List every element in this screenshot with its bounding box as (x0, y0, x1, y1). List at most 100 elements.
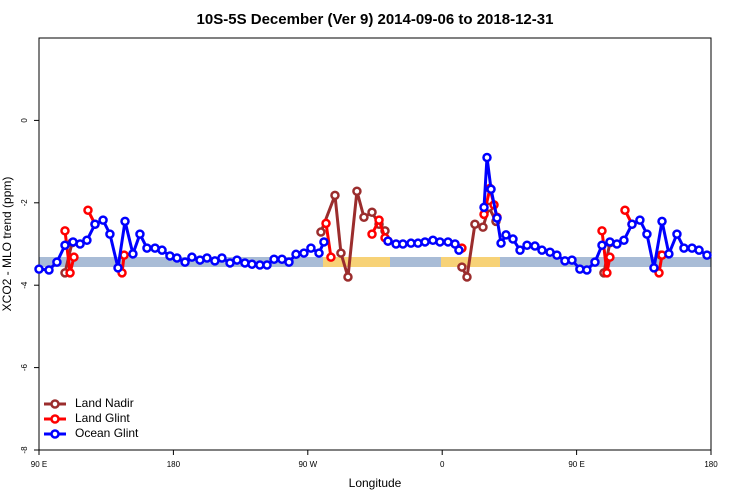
y-tick-label: -6 (20, 363, 29, 371)
point (69, 252, 79, 262)
point (530, 241, 540, 251)
point (262, 260, 272, 270)
point (217, 253, 227, 263)
point (454, 245, 464, 255)
point (522, 240, 532, 250)
point (657, 216, 667, 227)
point (602, 268, 612, 278)
legend-label: Land Glint (75, 411, 130, 425)
point (612, 239, 622, 249)
point (187, 252, 197, 262)
x-axis-label: Longitude (349, 476, 402, 490)
point (374, 215, 384, 225)
point (664, 249, 674, 259)
point (619, 235, 629, 246)
point (597, 240, 607, 250)
point (306, 243, 316, 253)
point (501, 230, 511, 240)
point (336, 248, 346, 258)
point (642, 229, 652, 239)
point (60, 240, 70, 250)
point (142, 243, 152, 253)
point (330, 190, 340, 201)
point (420, 237, 430, 247)
point (128, 249, 138, 259)
point (515, 245, 525, 255)
x-tick-label: 90 W (298, 460, 317, 469)
point (352, 186, 362, 197)
legend-marker (50, 414, 60, 424)
point (316, 227, 326, 237)
point (65, 268, 75, 278)
point (620, 205, 630, 215)
x-tick-label: 180 (704, 460, 718, 469)
point (157, 245, 167, 255)
legend-marker (50, 429, 60, 439)
point (383, 236, 393, 246)
point (478, 222, 488, 232)
point (359, 212, 369, 222)
point (537, 245, 547, 255)
point (52, 257, 62, 267)
point (120, 216, 130, 227)
legend-label: Ocean Glint (75, 426, 139, 440)
point (672, 229, 682, 239)
point (299, 248, 309, 258)
legend-label: Land Nadir (75, 396, 134, 410)
point (75, 239, 85, 249)
point (113, 263, 123, 273)
point (34, 264, 44, 274)
point (552, 250, 562, 260)
land-band (323, 257, 390, 267)
point (135, 229, 145, 239)
point (367, 207, 377, 218)
point (105, 229, 115, 239)
point (319, 237, 329, 247)
point (321, 218, 331, 229)
x-tick-label: 0 (440, 460, 445, 469)
point (232, 255, 242, 265)
point (398, 239, 408, 249)
point (457, 262, 467, 272)
point (462, 272, 472, 282)
legend-marker (50, 399, 60, 409)
point (291, 249, 301, 260)
point (597, 226, 607, 236)
point (343, 272, 353, 282)
y-tick-label: -2 (20, 199, 29, 207)
point (702, 250, 712, 260)
point (82, 235, 92, 246)
land-band (441, 257, 500, 267)
point (508, 234, 518, 244)
point (172, 253, 182, 263)
point (98, 215, 108, 225)
point (470, 219, 480, 229)
x-tick-label: 90 E (31, 460, 47, 469)
point (635, 215, 645, 225)
y-tick-label: -4 (20, 281, 29, 289)
point (492, 213, 502, 223)
chart-title: 10S-5S December (Ver 9) 2014-09-06 to 20… (197, 11, 554, 28)
point (326, 252, 336, 262)
point (582, 265, 592, 275)
point (482, 152, 492, 163)
point (496, 238, 506, 248)
y-tick-label: -8 (20, 446, 29, 454)
point (180, 257, 190, 267)
point (284, 257, 294, 267)
point (60, 226, 70, 236)
point (679, 243, 689, 253)
point (605, 252, 615, 262)
point (202, 253, 212, 263)
point (567, 255, 577, 265)
point (479, 202, 489, 213)
point (590, 257, 600, 267)
y-tick-label: 0 (20, 118, 29, 123)
point (83, 205, 93, 215)
point (486, 184, 496, 194)
point (627, 219, 637, 229)
point (314, 248, 324, 258)
point (367, 229, 377, 239)
